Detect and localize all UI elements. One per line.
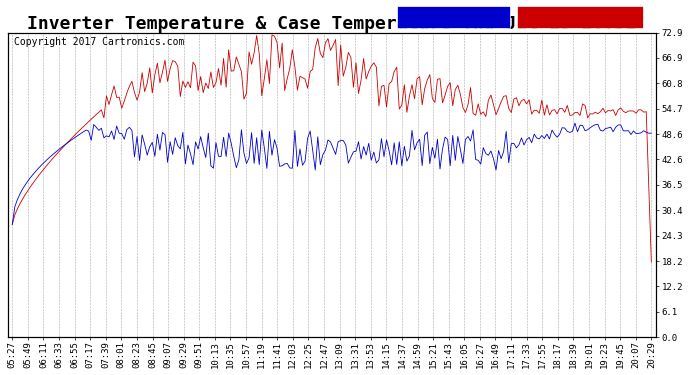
Title: Inverter Temperature & Case Temperature Thu Jul 13 20:31: Inverter Temperature & Case Temperature …	[28, 15, 636, 33]
Text: Copyright 2017 Cartronics.com: Copyright 2017 Cartronics.com	[14, 38, 184, 48]
Text: Case  (°C): Case (°C)	[426, 12, 480, 21]
Text: Inverter  (°C): Inverter (°C)	[542, 12, 618, 21]
FancyBboxPatch shape	[397, 6, 510, 28]
FancyBboxPatch shape	[517, 6, 643, 28]
